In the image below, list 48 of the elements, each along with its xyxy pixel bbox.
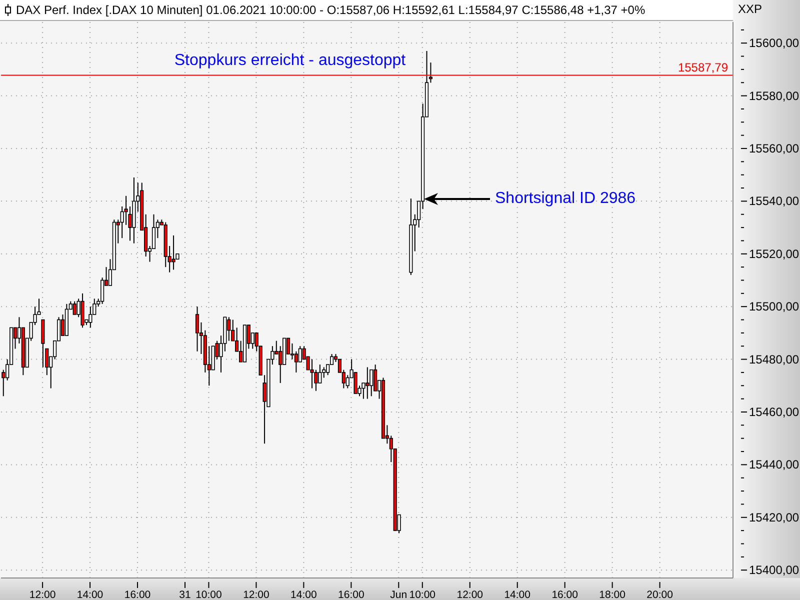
candlestick — [172, 234, 176, 270]
candlestick — [298, 346, 302, 362]
x-tick-label: 10:00 — [196, 589, 222, 600]
candlestick — [88, 306, 92, 328]
candlestick — [227, 316, 231, 342]
x-tick-label: 14:00 — [290, 589, 317, 600]
x-tick-label: 18:00 — [599, 589, 626, 600]
y-tick-label: 15580,00 — [749, 88, 800, 103]
y-tick-label: 15500,00 — [749, 300, 800, 314]
text: XXP — [738, 2, 762, 16]
annotation: Shortsignal ID 2986 — [495, 190, 636, 208]
y-tick-label: 15600,00 — [749, 36, 800, 50]
y-tick-label: 15460,00 — [749, 404, 800, 419]
x-tick-label: 14:00 — [76, 589, 104, 600]
y-tick-label: 15400,00 — [749, 563, 800, 578]
x-tick-label: 10:00 — [409, 589, 436, 600]
y-tick-label: 15560,00 — [749, 141, 800, 156]
x-tick-label: 20:00 — [646, 589, 674, 600]
candlestick — [72, 300, 76, 315]
ref-line-label: 15587,79 — [678, 60, 728, 75]
candlestick — [366, 366, 370, 400]
candlestick — [318, 364, 322, 384]
y-tick-label: 15420,00 — [749, 510, 800, 524]
candlestick — [195, 306, 200, 352]
candlestick — [294, 350, 298, 373]
candlestick — [362, 382, 366, 400]
y-tick-label: 15520,00 — [749, 246, 800, 261]
x-tick-label: Jun — [390, 589, 408, 600]
candlestick — [310, 358, 314, 389]
chart-title: DAX Perf. Index [.DAX 10 Minuten] 01.06.2021 10:00:00 - O:15587,06 H:15592,61 L:15584,97 C:15586,48 +1,37 +0% — [16, 3, 646, 17]
candlestick — [354, 372, 358, 394]
candlestick — [80, 292, 84, 328]
y-tick-label: 15440,00 — [749, 458, 800, 472]
candlestick — [370, 369, 374, 397]
annotation: Stoppkurs erreicht - ausgestoppt — [174, 52, 406, 70]
x-tick-label: 16:00 — [124, 589, 151, 600]
y-tick-label: 15480,00 — [749, 352, 800, 366]
x-tick-label: 16:00 — [552, 589, 578, 600]
candlestick — [45, 348, 49, 376]
x-tick-label: 14:00 — [504, 589, 531, 600]
x-tick-label: 12:00 — [456, 589, 484, 600]
candlestick — [41, 319, 45, 368]
x-tick-label: 12:00 — [29, 589, 56, 600]
candlestick — [100, 277, 104, 304]
x-tick-label: 16:00 — [338, 589, 364, 600]
x-tick-label: 31 — [179, 589, 191, 600]
x-tick-label: 12:00 — [243, 589, 270, 600]
y-tick-label: 15540,00 — [749, 194, 800, 208]
